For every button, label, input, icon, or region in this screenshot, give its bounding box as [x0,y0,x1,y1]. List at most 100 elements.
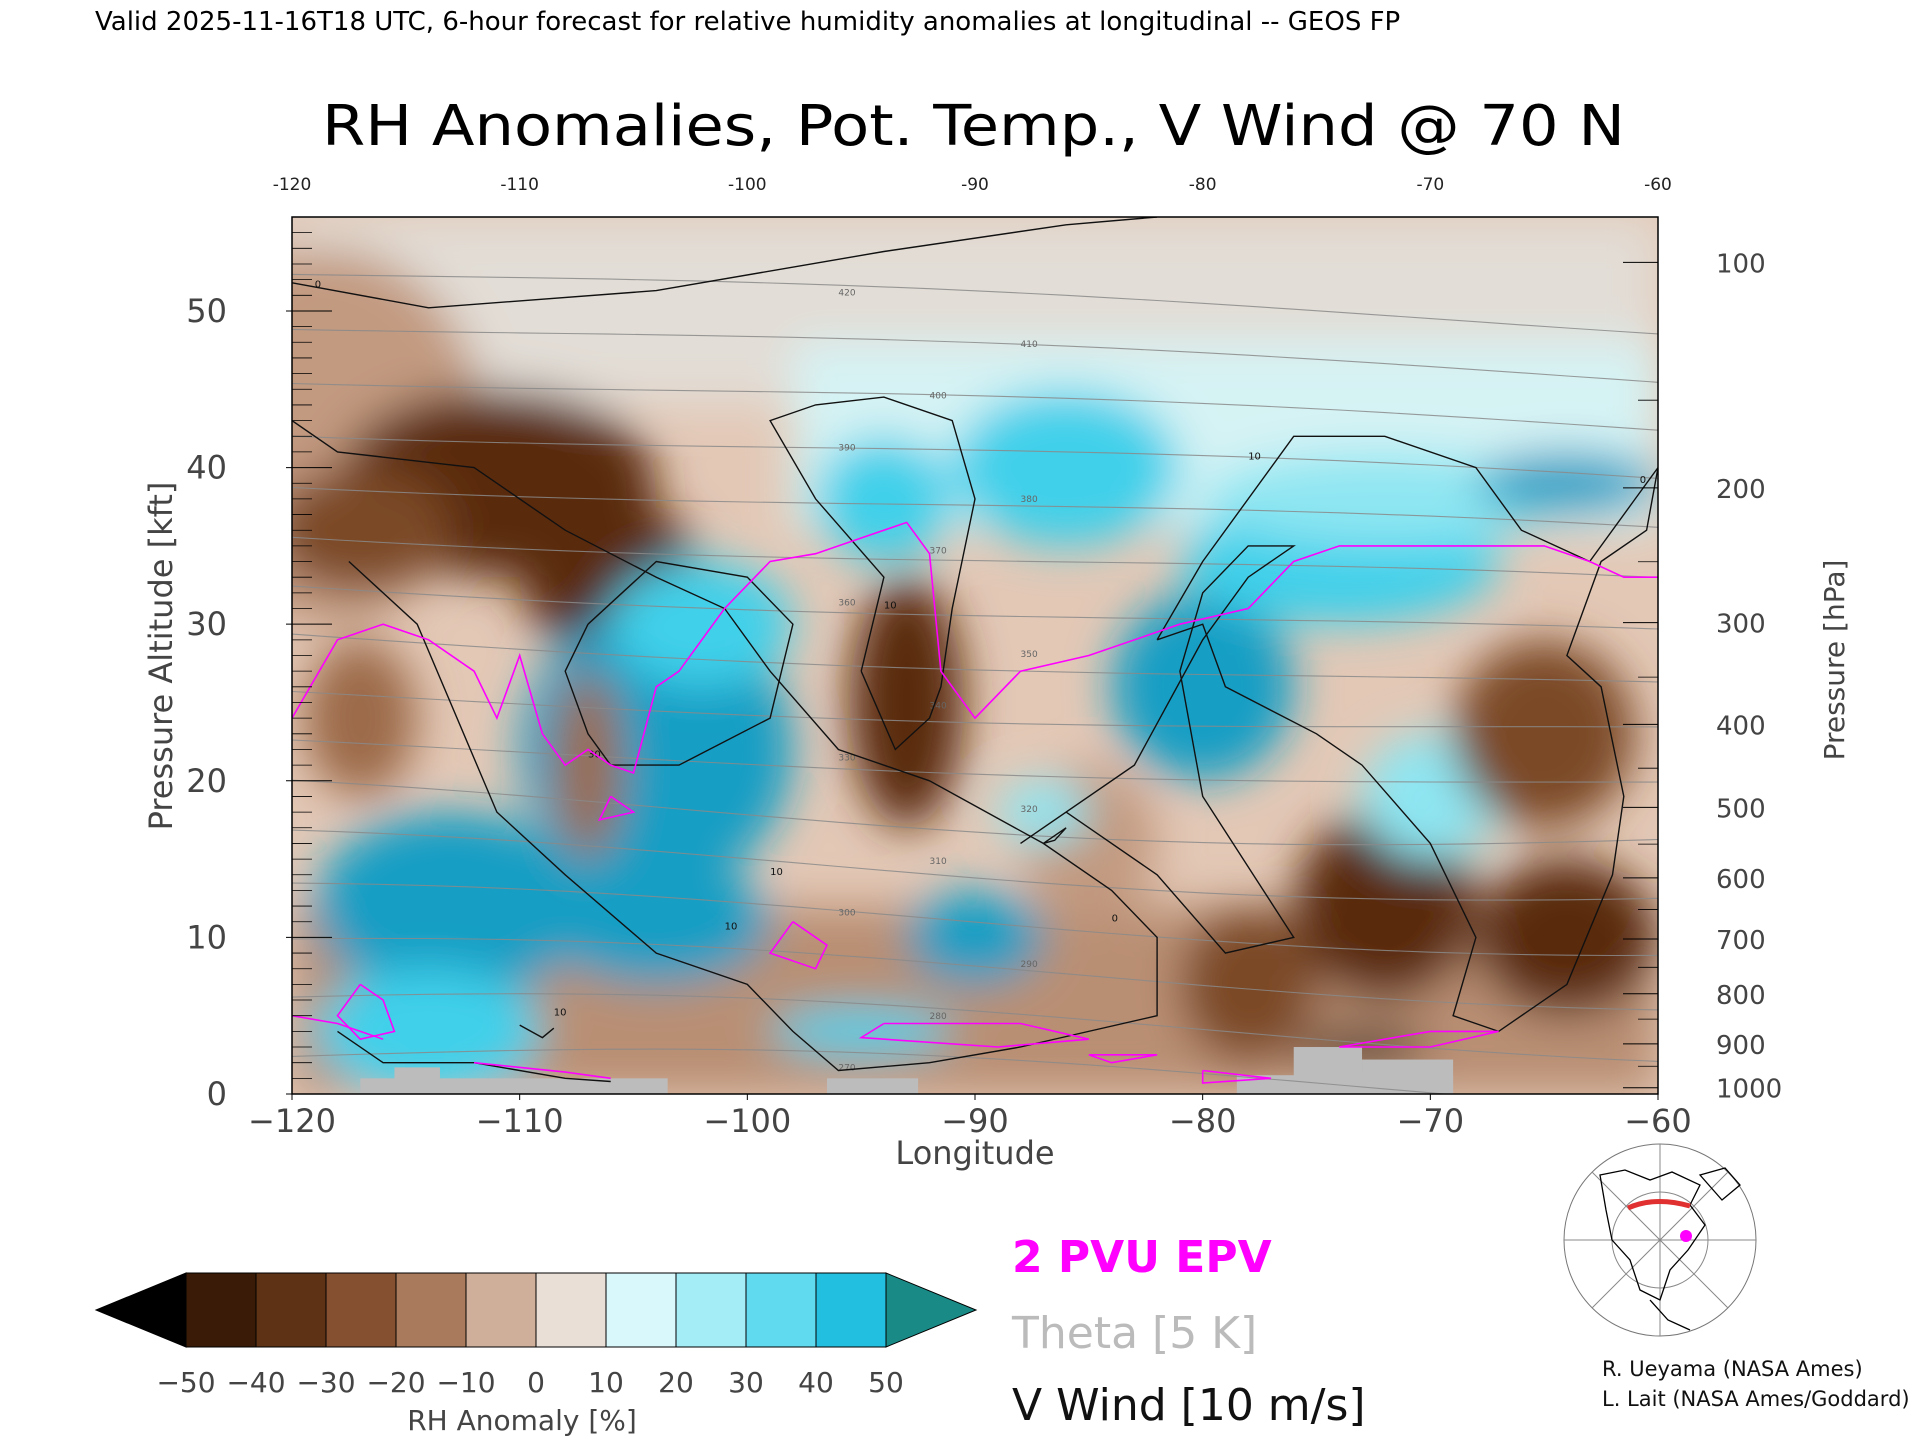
theta-label-300: 300 [838,909,855,919]
x-tick-label-4: −80 [1169,1102,1237,1140]
map-section-line [1626,1198,1691,1211]
x-top-tick-label-1: -110 [500,175,539,195]
y-tick-label-2: 20 [186,762,227,800]
epv-contour-8 [292,1014,384,1040]
theta-contour-330 [292,739,1658,783]
colorbar-tick-label-8: 30 [728,1366,764,1399]
colorbar-tick-label-5: 0 [527,1366,545,1399]
theta-label-320: 320 [1021,805,1038,815]
colorbar-segment-3 [395,1272,467,1348]
rh-region-10 [553,671,623,860]
locator-map [1563,1143,1757,1337]
pressure-tick-label-7: 800 [1716,981,1766,1011]
colorbar-segment-6 [605,1272,677,1348]
colorbar-tick-label-7: 20 [658,1366,694,1399]
vwind-contour-8 [1042,827,1067,845]
vwind-label-0: 0 [315,280,321,291]
vwind-contour-3 [769,396,976,751]
rh-region-9 [303,639,418,797]
pressure-tick-label-0: 100 [1716,249,1766,279]
colorbar-segment-2 [325,1272,397,1348]
theta-label-410: 410 [1021,340,1038,350]
credit-line-1: R. Ueyama (NASA Ames) [1602,1357,1863,1381]
colorbar-segment-5 [535,1272,607,1348]
colorbar-low-extend [94,1272,187,1348]
vwind-label-5: 0 [1112,914,1118,925]
rh-region-20 [1475,451,1658,515]
vwind-contour-2 [564,560,794,766]
pressure-tick-label-4: 500 [1716,794,1766,824]
rh-region-6 [314,812,588,1001]
colorbar-segment-8 [745,1272,817,1348]
vwind-label-4: 10 [1248,452,1261,463]
pressure-tick-label-3: 400 [1716,711,1766,741]
theta-label-290: 290 [1021,960,1038,970]
colorbar-tick-label-3: −20 [366,1366,425,1399]
vwind-label-1: 10 [725,922,738,933]
epv-contour-9 [474,1061,611,1080]
theta-label-330: 330 [838,753,855,763]
rh-region-7 [542,859,771,985]
vwind-contour-7 [519,1024,555,1039]
epv-contour-0 [292,521,1658,775]
rh-region-13 [952,389,1180,546]
y-tick-label-5: 50 [186,292,227,330]
colorbar-high-extend [885,1272,978,1348]
vwind-label-8: 0 [1640,475,1646,486]
colorbar-segment-9 [815,1272,887,1348]
theta-label-340: 340 [930,702,947,712]
theta-label-390: 390 [838,443,855,453]
legend-epv: 2 PVU EPV [1012,1232,1272,1283]
map-graticule [1564,1144,1756,1336]
theta-contour-360 [292,585,1658,630]
valid-time-header: Valid 2025-11-16T18 UTC, 6-hour forecast… [95,7,1400,37]
vwind-label-3: 10 [884,601,897,612]
vwind-contour-0 [292,217,1158,309]
plot-area: 270 280 290 300 310 320 330 340 350 360 370 380 390 4… [291,216,1659,1095]
theta-label-360: 360 [838,598,855,608]
theta-contour-270 [292,1048,1452,1094]
vwind-contour-1 [292,420,1158,1072]
pressure-tick-label-6: 700 [1716,926,1766,956]
colorbar-segment-0 [185,1272,257,1348]
rh-region-8 [314,968,543,1094]
colorbar-label: RH Anomaly [%] [407,1404,637,1437]
terrain-block-2 [827,1078,919,1094]
y-tick-label-4: 40 [186,449,227,487]
epv-contour-6 [1201,1069,1272,1084]
rh-region-19 [1202,451,1567,546]
theta-contour-300 [292,882,1658,957]
pressure-tick-label-5: 600 [1716,865,1766,895]
theta-label-270: 270 [838,1064,855,1074]
vwind-label-6: 10 [554,1008,567,1019]
terrain-block-1 [394,1067,440,1094]
rh-region-22 [1475,859,1658,1016]
pressure-tick-label-1: 200 [1716,475,1766,505]
theta-contour-370 [292,536,1658,578]
rh-region-3 [292,467,452,593]
y-tick-label-0: 0 [207,1075,227,1113]
epv-contour-3 [597,795,636,822]
theta-contour-350 [292,633,1658,683]
rh-anomaly-field: 270 280 290 300 310 320 330 340 350 360 370 380 390 4… [292,217,1658,1094]
theta-label-400: 400 [930,392,947,402]
x-tick-label-6: −60 [1624,1102,1692,1140]
rh-region-5 [610,561,793,687]
vwind-contour-4 [1156,435,1658,1033]
rh-region-27 [770,1007,953,1055]
legend-theta: Theta [5 K] [1011,1308,1257,1359]
theta-label-380: 380 [1021,495,1038,505]
x-top-tick-label-4: -80 [1189,175,1217,195]
theta-contour-340 [292,690,1658,728]
theta-contour-400 [292,382,1658,431]
theta-label-310: 310 [930,857,947,867]
y-tick-label-1: 10 [186,918,227,956]
y2-axis-label: Pressure [hPa] [1818,560,1851,761]
x-tick-label-0: −120 [248,1102,336,1140]
x-tick-label-1: −110 [476,1102,564,1140]
colorbar-segment-7 [675,1272,747,1348]
theta-label-350: 350 [1021,650,1038,660]
theta-contour-380 [292,486,1658,528]
theta-contour-280 [292,993,1658,1062]
